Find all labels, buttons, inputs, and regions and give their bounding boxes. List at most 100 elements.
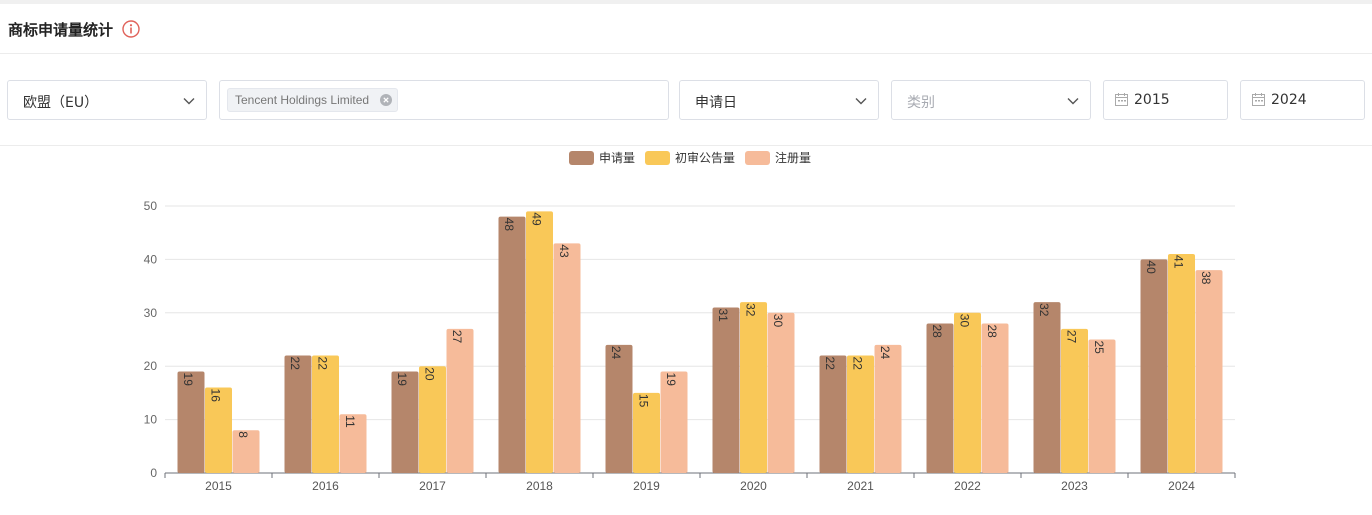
bar [312, 355, 339, 473]
bar [712, 307, 740, 473]
bar [284, 355, 312, 473]
bar [954, 312, 981, 473]
chevron-down-icon [1067, 98, 1079, 105]
bar [874, 344, 902, 473]
x-tick-label: 2019 [633, 479, 660, 493]
x-tick-label: 2018 [526, 479, 553, 493]
bar [847, 355, 874, 473]
region-select-value: 欧盟（EU） [23, 95, 99, 111]
data-label: 31 [716, 308, 730, 322]
bar [1088, 339, 1116, 473]
start-year-picker[interactable]: 2015 [1103, 80, 1228, 120]
data-label: 8 [236, 431, 250, 438]
data-label: 43 [557, 244, 571, 258]
end-year-picker[interactable]: 2024 [1240, 80, 1365, 120]
page-header: 商标申请量统计 [0, 4, 1372, 54]
start-year-value: 2015 [1134, 92, 1170, 108]
bar [605, 344, 633, 473]
bar [498, 216, 526, 473]
bar [446, 328, 474, 473]
data-label: 27 [450, 330, 464, 344]
bar [1061, 328, 1088, 473]
date-type-select[interactable]: 申请日 [679, 80, 879, 120]
bar [926, 323, 954, 473]
date-type-select-value: 申请日 [695, 95, 737, 111]
data-label: 16 [209, 389, 223, 403]
page-title: 商标申请量统计 [8, 21, 114, 39]
bar [1033, 302, 1061, 473]
data-label: 32 [744, 303, 758, 317]
x-tick-label: 2020 [740, 479, 767, 493]
x-tick-label: 2023 [1061, 479, 1088, 493]
bar [553, 243, 581, 473]
data-label: 19 [664, 373, 678, 387]
data-label: 19 [395, 373, 409, 387]
data-label: 11 [343, 415, 357, 428]
end-year-value: 2024 [1271, 92, 1307, 108]
bar [1140, 259, 1168, 473]
calendar-icon [1115, 93, 1128, 106]
legend-swatch [569, 151, 594, 165]
legend-label: 注册量 [775, 151, 812, 165]
category-select-placeholder: 类别 [907, 95, 935, 111]
applicant-tag-label: Tencent Holdings Limited [235, 93, 370, 107]
data-label: 38 [1199, 271, 1213, 285]
calendar-icon [1252, 93, 1265, 106]
bar [1168, 254, 1195, 473]
legend-label: 初审公告量 [675, 151, 736, 165]
x-tick-label: 2016 [312, 479, 339, 493]
x-tick-label: 2024 [1168, 479, 1195, 493]
bar [981, 323, 1009, 473]
data-label: 48 [502, 218, 516, 232]
data-label: 20 [423, 367, 437, 381]
data-label: 22 [288, 357, 302, 371]
bar [177, 371, 205, 473]
bar [740, 302, 767, 473]
data-label: 30 [771, 314, 785, 328]
chevron-down-icon [855, 98, 867, 105]
data-label: 24 [878, 346, 892, 360]
bar [339, 414, 367, 473]
bar [767, 312, 795, 473]
data-label: 15 [637, 394, 651, 408]
y-tick-label: 50 [144, 199, 158, 213]
data-label: 25 [1092, 341, 1106, 355]
bar [419, 366, 446, 473]
bar [205, 387, 232, 473]
data-label: 32 [1037, 303, 1051, 317]
filter-bar: 欧盟（EU） Tencent Holdings Limited 申请日 类别 2… [0, 54, 1372, 146]
legend-label: 申请量 [599, 151, 636, 165]
data-label: 49 [530, 212, 544, 226]
bar [526, 211, 553, 473]
data-label: 24 [609, 346, 623, 360]
applicant-select[interactable]: Tencent Holdings Limited [219, 80, 669, 120]
data-label: 41 [1172, 255, 1186, 269]
bar [391, 371, 419, 473]
info-circle-icon[interactable] [122, 20, 140, 38]
chevron-down-icon [183, 98, 195, 105]
bar [660, 371, 688, 473]
data-label: 22 [851, 357, 865, 371]
bar [633, 392, 660, 473]
legend-swatch [645, 151, 670, 165]
data-label: 27 [1065, 330, 1079, 344]
x-tick-label: 2021 [847, 479, 874, 493]
data-label: 28 [930, 324, 944, 338]
x-tick-label: 2015 [205, 479, 232, 493]
chart-legend: 申请量 初审公告量 注册量 [0, 148, 1372, 166]
applicant-tag: Tencent Holdings Limited [227, 88, 399, 112]
data-label: 22 [316, 357, 330, 371]
legend-swatch [745, 151, 770, 165]
y-tick-label: 30 [144, 306, 158, 320]
y-tick-label: 40 [144, 252, 158, 266]
bar [819, 355, 847, 473]
x-tick-label: 2022 [954, 479, 981, 493]
data-label: 30 [958, 314, 972, 328]
close-icon[interactable] [380, 94, 393, 106]
x-tick-label: 2017 [419, 479, 446, 493]
region-select[interactable]: 欧盟（EU） [7, 80, 207, 120]
data-label: 40 [1144, 260, 1158, 274]
category-select[interactable]: 类别 [891, 80, 1091, 120]
bar [232, 430, 260, 473]
bar [1195, 270, 1223, 473]
